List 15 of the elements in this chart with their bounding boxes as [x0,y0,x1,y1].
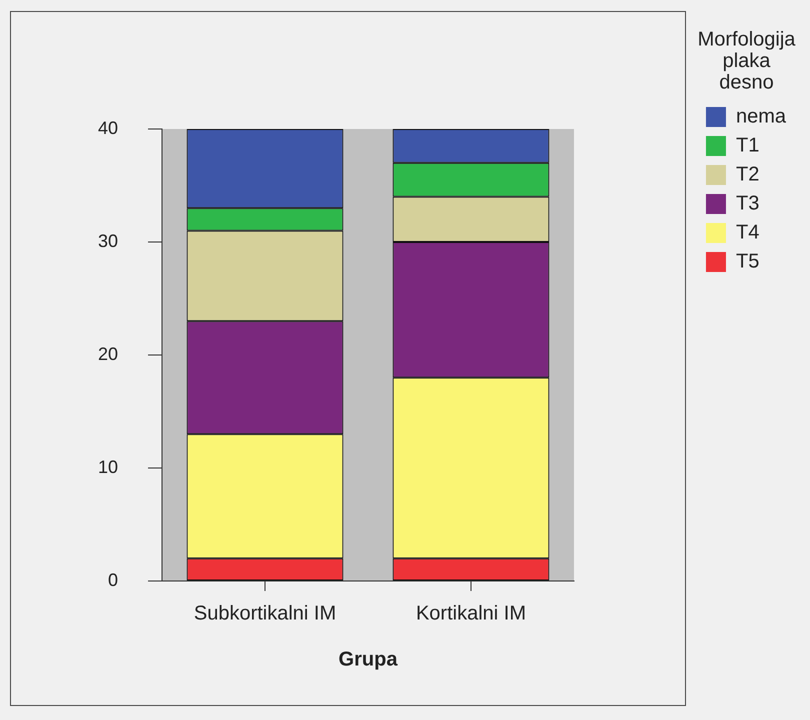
x-tick-label: Kortikalni IM [416,602,526,625]
legend-label: T1 [736,134,760,157]
y-tick-label: 30 [98,230,118,251]
x-tick-label: Subkortikalni IM [194,602,336,625]
legend-label: nema [736,106,787,128]
y-tick-label: 40 [98,118,118,138]
legend-title: Morfologija plaka desno [698,28,796,94]
legend-label: T2 [736,164,760,186]
y-tick-label: 0 [108,570,118,590]
legend-label: T3 [736,192,760,215]
legend-label: T5 [736,250,760,273]
y-tick-label: 10 [98,456,118,477]
legend-label: T4 [736,222,760,244]
y-tick-label: 20 [98,344,118,364]
x-axis-title: Grupa [338,648,398,671]
